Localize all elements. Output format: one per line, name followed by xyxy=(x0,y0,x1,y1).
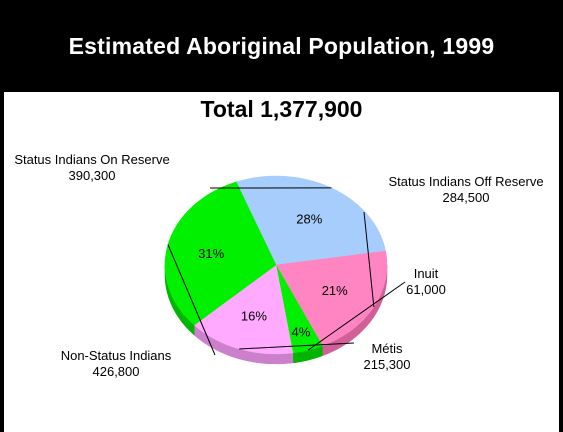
pie-percent-label-non-status-indians: 31% xyxy=(198,246,224,261)
slice-value-non-status-indians: 426,800 xyxy=(93,364,140,379)
chart-title: Estimated Aboriginal Population, 1999 xyxy=(68,32,495,59)
title-bar: Estimated Aboriginal Population, 1999 xyxy=(0,0,563,92)
pie-percent-label-m-tis: 16% xyxy=(241,308,267,323)
pie-percent-label-status-indians-off-reserve: 21% xyxy=(322,283,348,298)
slice-label-status-indians-on-reserve: Status Indians On Reserve xyxy=(14,152,169,167)
slice-label-m-tis: Métis xyxy=(371,341,403,356)
leader-line-m-tis xyxy=(239,342,355,350)
leader-line-status-indians-off-reserve xyxy=(363,211,375,308)
leader-line-non-status-indians xyxy=(167,244,216,356)
pie-percent-label-inuit: 4% xyxy=(292,324,311,339)
slice-value-status-indians-off-reserve: 284,500 xyxy=(443,190,490,205)
leader-line-inuit xyxy=(307,281,406,351)
slice-value-status-indians-on-reserve: 390,300 xyxy=(69,168,116,183)
pie-percent-label-status-indians-on-reserve: 28% xyxy=(296,212,322,227)
slice-label-non-status-indians: Non-Status Indians xyxy=(61,348,172,363)
slice-value-inuit: 61,000 xyxy=(406,282,446,297)
chart-subtitle: Total 1,377,900 xyxy=(200,96,363,122)
slice-label-status-indians-off-reserve: Status Indians Off Reserve xyxy=(388,174,543,189)
slice-label-inuit: Inuit xyxy=(414,266,439,281)
slice-value-m-tis: 215,300 xyxy=(364,357,411,372)
